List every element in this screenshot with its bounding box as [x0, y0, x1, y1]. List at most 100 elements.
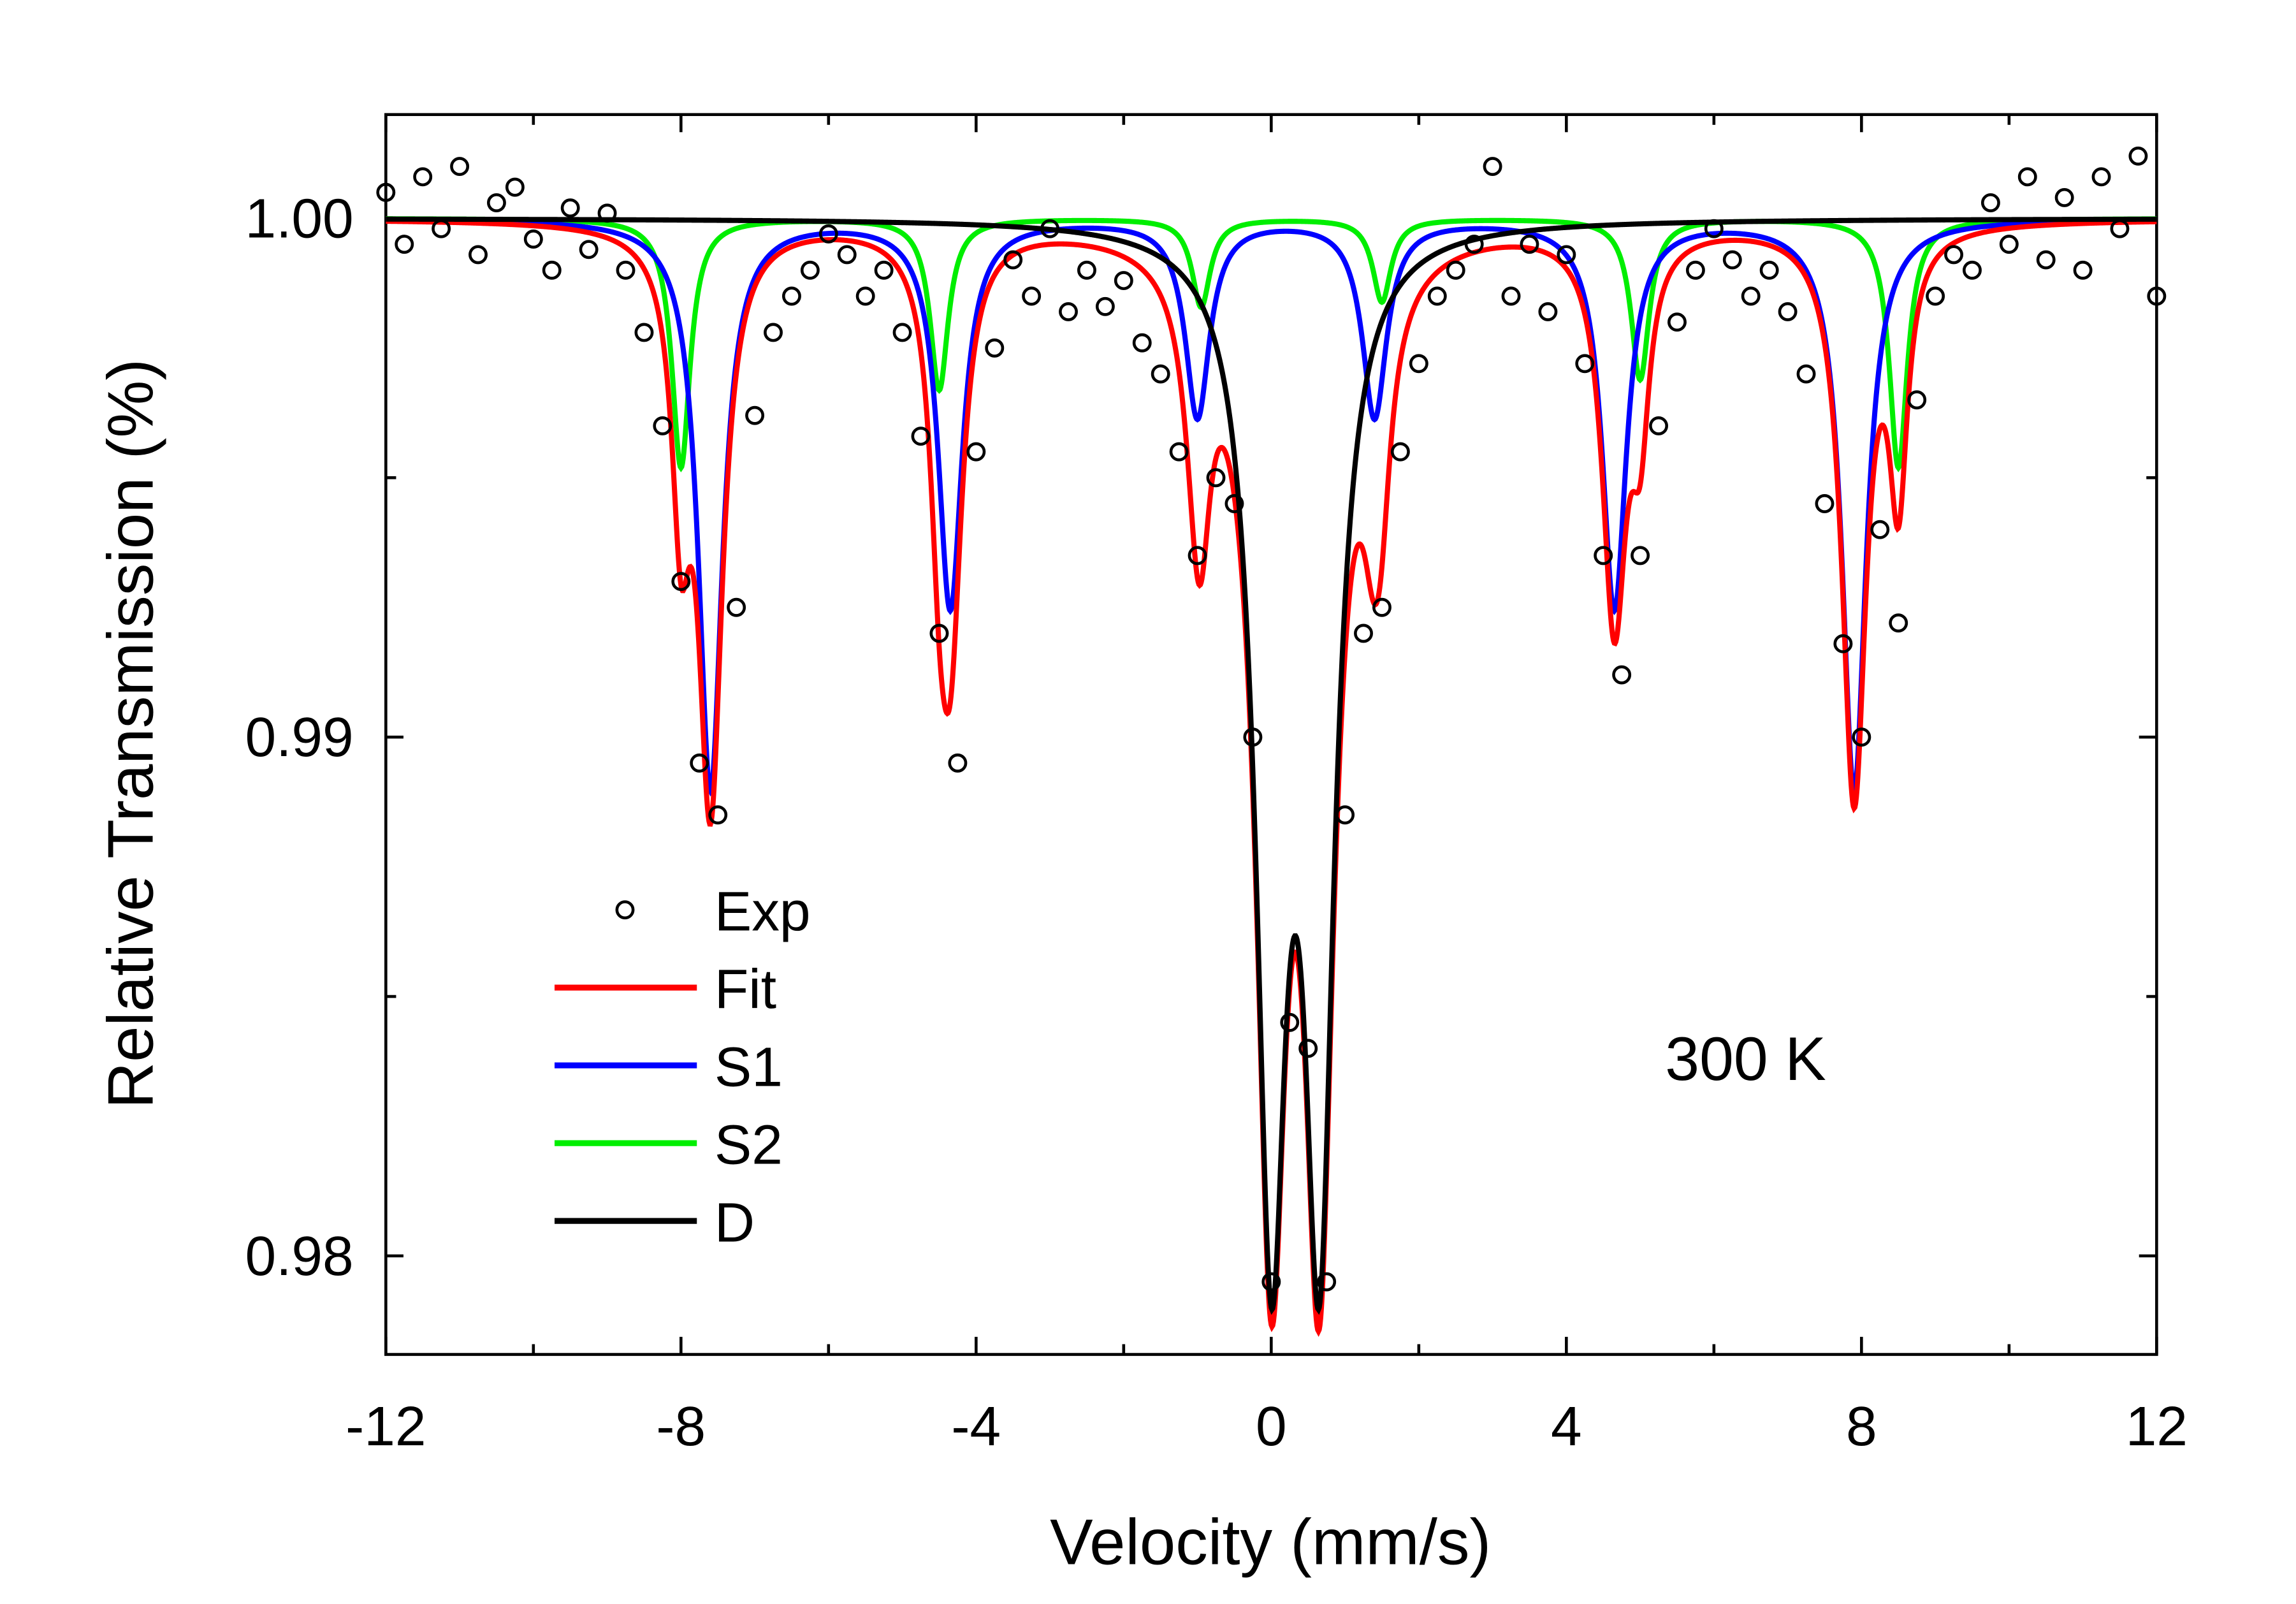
exp-data-point: [1907, 390, 1927, 410]
legend-exp-marker: [615, 900, 635, 920]
x-tick-label: -8: [656, 1395, 706, 1457]
exp-data-point: [1169, 442, 1189, 462]
exp-data-point: [2073, 260, 2093, 280]
exp-data-point: [727, 597, 746, 617]
exp-data-point: [1464, 235, 1484, 254]
exp-data-point: [764, 323, 783, 342]
exp-data-point: [1188, 546, 1207, 565]
x-tick-label: -12: [345, 1395, 426, 1457]
legend-s1-label: S1: [715, 1035, 783, 1098]
exp-data-point: [690, 753, 709, 773]
exp-data-point: [818, 224, 838, 244]
exp-data-point: [1685, 260, 1705, 280]
exp-data-point: [929, 623, 949, 643]
exp-data-point: [1022, 286, 1042, 306]
exp-data-point: [1520, 235, 1539, 254]
exp-data-point: [1059, 302, 1078, 321]
exp-data-point: [1815, 494, 1835, 513]
exp-data-point: [560, 198, 580, 218]
exp-data-point: [1889, 613, 1908, 633]
exp-data-point: [450, 157, 470, 177]
exp-data-point: [1778, 302, 1798, 321]
exp-data-point: [2036, 250, 2056, 270]
exp-data-point: [874, 260, 894, 280]
exp-data-point: [1095, 296, 1115, 316]
exp-data-point: [671, 572, 691, 592]
x-tick-label: 12: [2126, 1395, 2188, 1457]
exp-data-point: [708, 805, 728, 825]
exp-data-point: [1354, 623, 1373, 643]
exp-data-point: [2128, 146, 2148, 166]
temperature-annotation: 300 K: [1665, 1024, 1826, 1093]
exp-data-point: [1206, 468, 1226, 488]
exp-data-point: [542, 260, 562, 280]
exp-data-point: [1963, 260, 1982, 280]
exp-data-point: [892, 323, 912, 342]
exp-data-point: [1132, 333, 1152, 353]
exp-data-point: [1649, 416, 1668, 435]
exp-data-point: [1538, 302, 1558, 321]
exp-data-point: [1612, 665, 1632, 685]
exp-data-point: [505, 177, 525, 197]
exp-points: [376, 146, 2167, 1292]
exp-data-point: [597, 203, 617, 223]
exp-data-point: [1224, 494, 1244, 513]
y-axis-label: Relative Transmission (%): [94, 359, 166, 1109]
legend-fit-label: Fit: [715, 958, 776, 1020]
exp-data-point: [1999, 235, 2019, 254]
legend-s2-label: S2: [715, 1113, 783, 1176]
fit-curve: [386, 219, 2157, 1337]
exp-data-point: [2054, 187, 2074, 207]
exp-data-point: [1003, 250, 1023, 270]
exp-data-point: [616, 260, 636, 280]
legend-exp-label: Exp: [715, 880, 811, 942]
exp-data-point: [523, 230, 543, 249]
s2-curve: [386, 216, 2157, 472]
exp-data-point: [1280, 1012, 1300, 1032]
exp-data-point: [1151, 364, 1170, 384]
exp-data-point: [432, 219, 451, 238]
exp-data-point: [376, 182, 396, 202]
x-tick-label: 0: [1256, 1395, 1287, 1457]
y-tick-label: 0.98: [245, 1225, 353, 1287]
exp-data-point: [1796, 364, 1816, 384]
x-tick-label: 8: [1846, 1395, 1877, 1457]
exp-data-point: [1722, 250, 1742, 270]
exp-data-point: [745, 405, 765, 425]
exp-data-point: [855, 286, 875, 306]
exp-data-point: [1390, 442, 1410, 462]
exp-data-point: [1040, 219, 1060, 238]
x-tick-label: 4: [1551, 1395, 1582, 1457]
exp-data-point: [2110, 219, 2130, 238]
exp-data-point: [948, 753, 968, 773]
exp-data-point: [634, 323, 654, 342]
exp-data-point: [1852, 727, 1871, 747]
exp-data-point: [1926, 286, 1945, 306]
y-tick-label: 0.99: [245, 706, 353, 768]
exp-data-point: [395, 235, 414, 254]
exp-data-point: [1594, 546, 1613, 565]
x-axis-label: Velocity (mm/s): [1050, 1506, 1491, 1578]
exp-data-point: [1704, 219, 1724, 238]
exp-data-point: [413, 167, 433, 187]
exp-data-point: [966, 442, 986, 462]
exp-data-point: [2017, 167, 2037, 187]
exp-data-point: [2147, 286, 2167, 306]
exp-data-point: [1317, 1272, 1337, 1292]
exp-data-point: [2091, 167, 2111, 187]
exp-data-point: [1557, 245, 1576, 265]
y-tick-label: 1.00: [245, 187, 353, 249]
exp-data-point: [1575, 354, 1595, 374]
fit-curves: [386, 216, 2157, 1337]
exp-data-point: [1114, 271, 1133, 291]
exp-data-point: [1668, 312, 1687, 332]
exp-data-point: [1944, 245, 1963, 265]
exp-data-point: [653, 416, 672, 435]
exp-data-point: [1372, 597, 1391, 617]
exp-data-point: [1980, 193, 2000, 212]
exp-data-point: [985, 338, 1005, 358]
exp-data-point: [781, 286, 801, 306]
exp-data-point: [469, 245, 488, 265]
